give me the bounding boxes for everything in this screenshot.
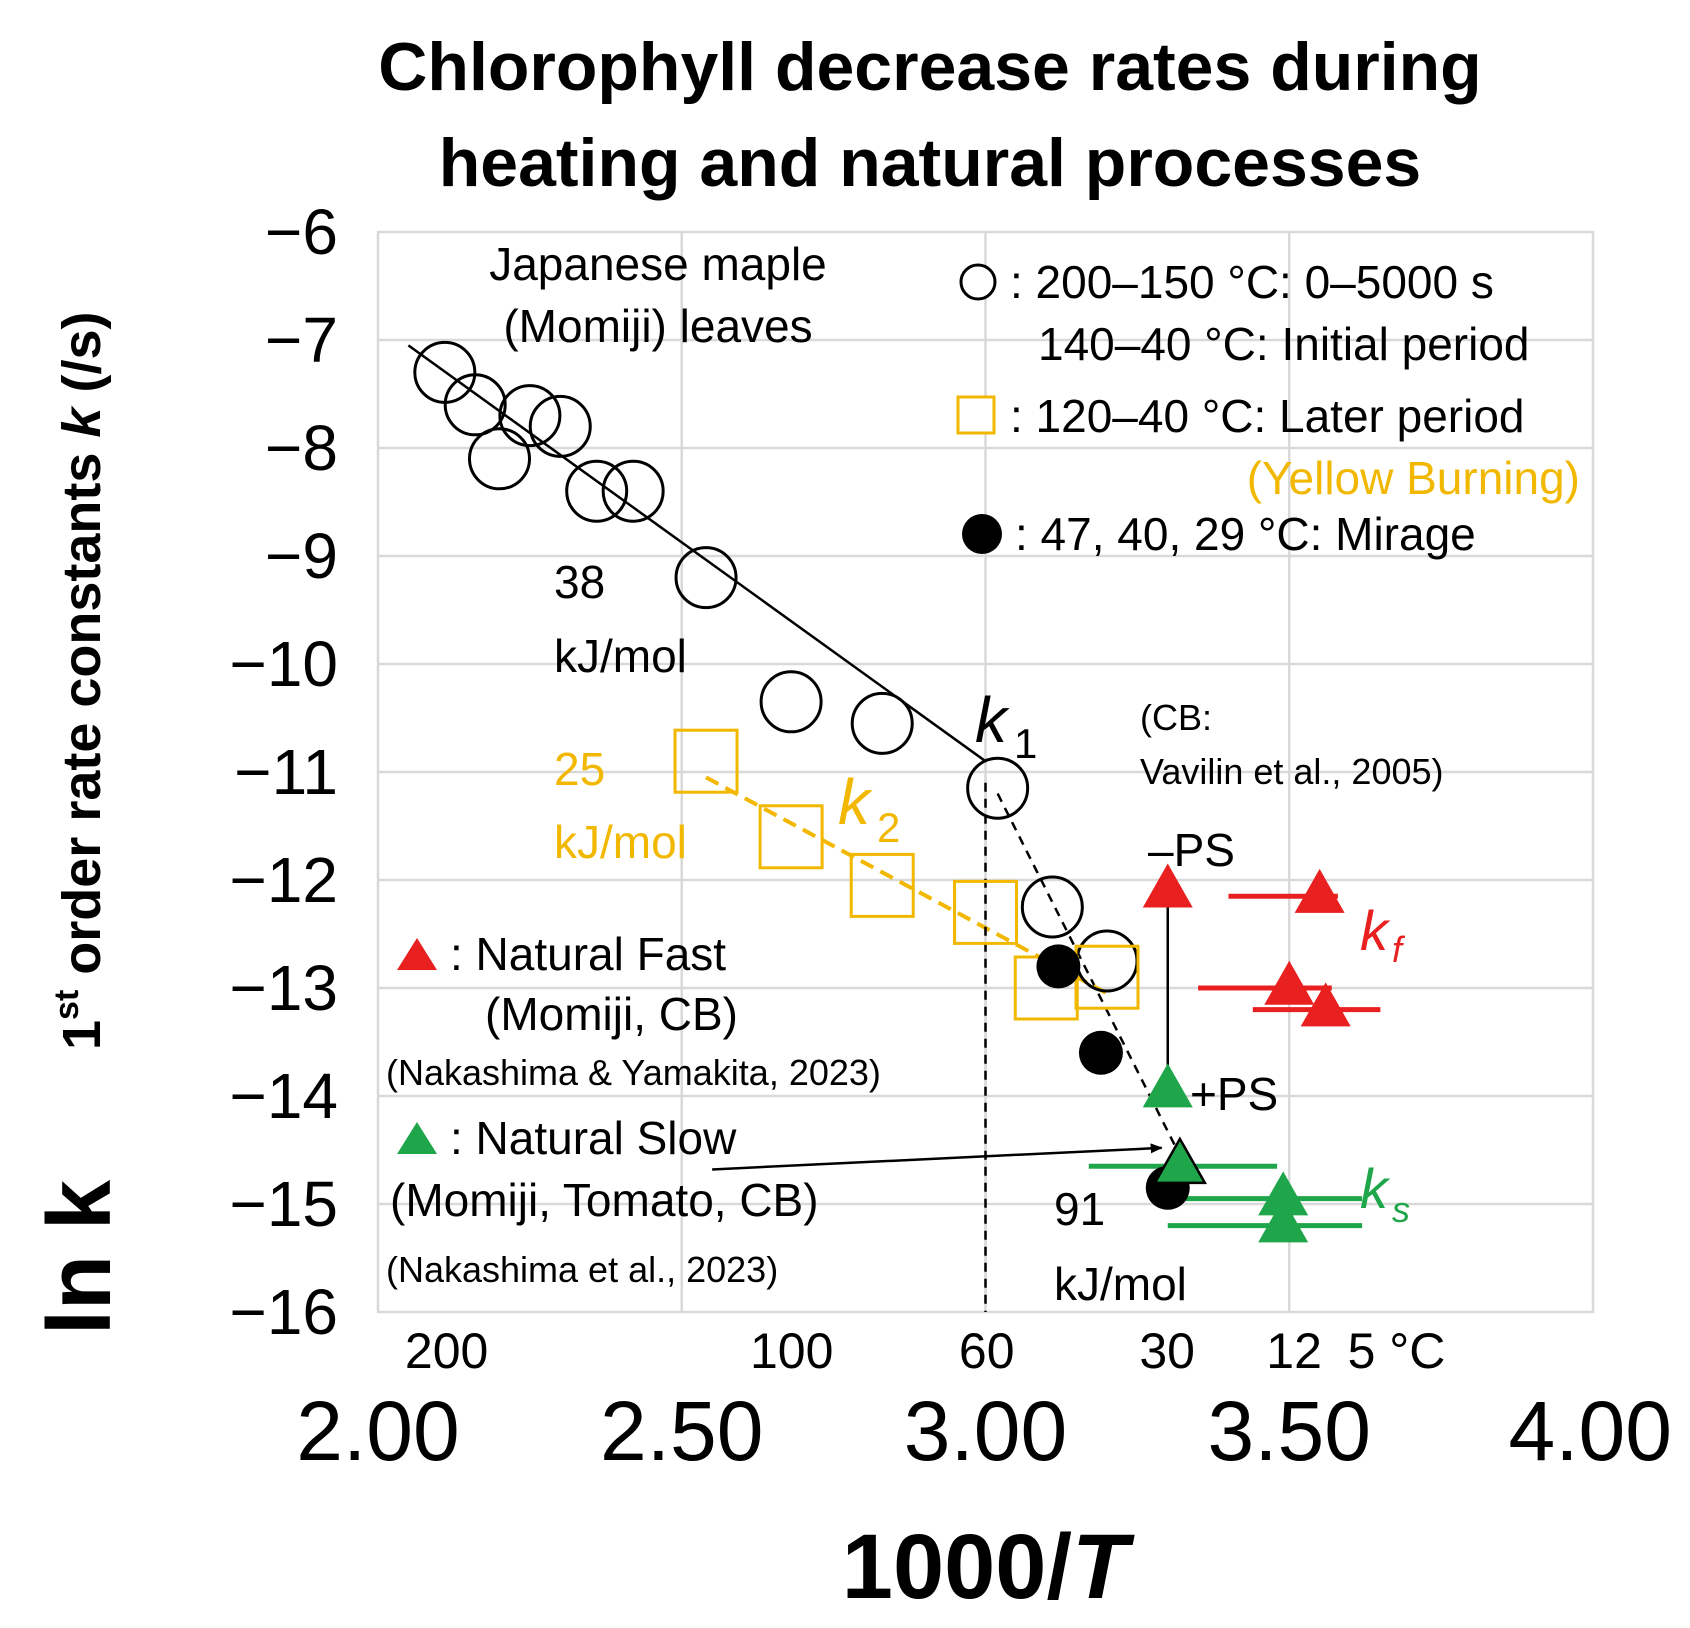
legend-open-circle-line1: : 200–150 °C: 0–5000 s <box>1010 256 1494 308</box>
legend-green-triangle-line2: (Momiji, Tomato, CB) <box>390 1174 819 1226</box>
data-point-open-circle <box>565 459 629 523</box>
cb-ref-line1: (CB: <box>1140 697 1212 738</box>
data-point-open-circle <box>601 459 665 523</box>
data-point-open-circle <box>1020 875 1084 939</box>
legend-open-circle-marker <box>959 263 997 301</box>
y-tick-label: −11 <box>234 736 338 808</box>
data-point-open-square <box>953 879 1018 945</box>
x-tick-labels: 2.00 2.50 3.00 3.50 4.00 <box>296 1384 1672 1478</box>
natural-slow-arrow <box>712 1143 1163 1171</box>
y-tick-label: −9 <box>265 520 338 592</box>
legend-green-triangle-marker <box>397 1122 437 1154</box>
celsius-tick-label: 100 <box>750 1323 833 1379</box>
data-point-triangle <box>1258 1171 1309 1216</box>
y-axis-label: ln k 1st order rate constants k (/s) <box>30 312 130 1336</box>
y-tick-label: −15 <box>229 1168 338 1240</box>
data-point-open-square <box>758 804 824 870</box>
celsius-tick-label: 12 <box>1266 1323 1322 1379</box>
legend-red-triangle-ref: (Nakashima & Yamakita, 2023) <box>386 1052 881 1093</box>
y-tick-label: −14 <box>229 1060 338 1132</box>
celsius-tick-labels: 200 100 60 30 12 5 °C <box>405 1323 1445 1379</box>
legend-red-triangle-line1: : Natural Fast <box>450 928 726 980</box>
ea-38-unit: kJ/mol <box>554 630 687 682</box>
y-axis-label-main: 1st order rate constants k (/s) <box>48 312 112 1051</box>
data-point-open-circle <box>468 427 531 491</box>
k2-label: k <box>838 766 873 838</box>
legend-green-triangle-ref: (Nakashima et al., 2023) <box>386 1249 778 1290</box>
k2-subscript: 2 <box>877 804 900 851</box>
chart-title-line2: heating and natural processes <box>439 125 1422 201</box>
ks-label: k <box>1360 1157 1391 1220</box>
x-tick-label: 4.00 <box>1509 1384 1673 1478</box>
x-axis-label: 1000/T <box>842 1516 1135 1618</box>
legend-open-square-line2: (Yellow Burning) <box>1247 452 1580 504</box>
data-point-open-circle <box>674 546 738 610</box>
y-tick-label: −12 <box>229 844 338 916</box>
y-tick-label: −6 <box>265 196 338 268</box>
data-point-open-circle <box>759 670 823 734</box>
k1-subscript: 1 <box>1014 720 1037 767</box>
x-tick-label: 3.00 <box>904 1384 1068 1478</box>
cb-ref-line2: Vavilin et al., 2005) <box>1140 751 1444 792</box>
data-point-open-circle <box>498 384 562 448</box>
data-point-open-circle <box>528 394 592 458</box>
plus-ps-label: +PS <box>1190 1068 1278 1120</box>
kf-label: k <box>1360 899 1391 962</box>
ea-91-unit: kJ/mol <box>1054 1258 1187 1310</box>
y-axis-label-ln: ln k <box>30 1179 130 1335</box>
y-tick-labels: −6 −7 −8 −9 −10 −11 −12 −13 −14 −15 −16 <box>229 196 338 1348</box>
ea-25-value: 25 <box>554 743 605 795</box>
legend-open-circle-line2: 140–40 °C: Initial period <box>1038 318 1530 370</box>
chart-title-line1: Chlorophyll decrease rates during <box>378 29 1481 105</box>
fit-line <box>996 793 1182 1156</box>
legend-red-triangle-line2: (Momiji, CB) <box>485 988 738 1040</box>
data-point-triangle <box>1258 1198 1309 1243</box>
x-tick-label: 3.50 <box>1208 1384 1372 1478</box>
ea-25-unit: kJ/mol <box>554 816 687 868</box>
y-tick-label: −13 <box>229 952 338 1024</box>
maple-label-line2: (Momiji) leaves <box>503 300 812 352</box>
data-point-triangle <box>1142 863 1193 908</box>
y-tick-label: −16 <box>229 1276 338 1348</box>
data-point-open-circle <box>443 373 507 437</box>
data-point-open-circle <box>966 756 1030 820</box>
x-tick-label: 2.00 <box>296 1384 460 1478</box>
data-markers <box>413 340 1351 1243</box>
data-point-open-square <box>673 728 739 794</box>
legend-filled-circle-marker <box>962 514 1002 554</box>
data-point-triangle <box>1300 982 1351 1027</box>
data-point-filled-circle <box>1078 1030 1123 1075</box>
data-point-open-circle <box>850 691 914 755</box>
y-tick-label: −7 <box>265 304 338 376</box>
y-tick-label: −8 <box>265 412 338 484</box>
maple-label-line1: Japanese maple <box>489 238 827 290</box>
ea-38-value: 38 <box>554 556 605 608</box>
legend-green-triangle-line1: : Natural Slow <box>450 1112 737 1164</box>
celsius-tick-label: 5 °C <box>1348 1323 1446 1379</box>
celsius-tick-label: 60 <box>959 1323 1015 1379</box>
legend-red-triangle-marker <box>397 938 437 970</box>
data-point-open-square <box>849 852 915 918</box>
data-point-triangle <box>1294 868 1345 913</box>
x-tick-label: 2.50 <box>600 1384 764 1478</box>
minus-ps-label: –PS <box>1148 824 1235 876</box>
y-tick-label: −10 <box>229 628 338 700</box>
celsius-tick-label: 30 <box>1139 1323 1195 1379</box>
legend-filled-circle-line1: : 47, 40, 29 °C: Mirage <box>1015 508 1476 560</box>
legend-open-square-line1: : 120–40 °C: Later period <box>1010 390 1525 442</box>
celsius-tick-label: 200 <box>405 1323 488 1379</box>
data-point-triangle <box>1152 1136 1208 1185</box>
legend-open-square-marker <box>956 395 996 435</box>
ea-91-value: 91 <box>1054 1183 1105 1235</box>
data-point-filled-circle <box>1036 944 1081 989</box>
k1-label: k <box>975 684 1010 756</box>
data-point-triangle <box>1142 1063 1193 1108</box>
ks-subscript: s <box>1392 1189 1410 1230</box>
data-point-triangle <box>1264 960 1315 1005</box>
